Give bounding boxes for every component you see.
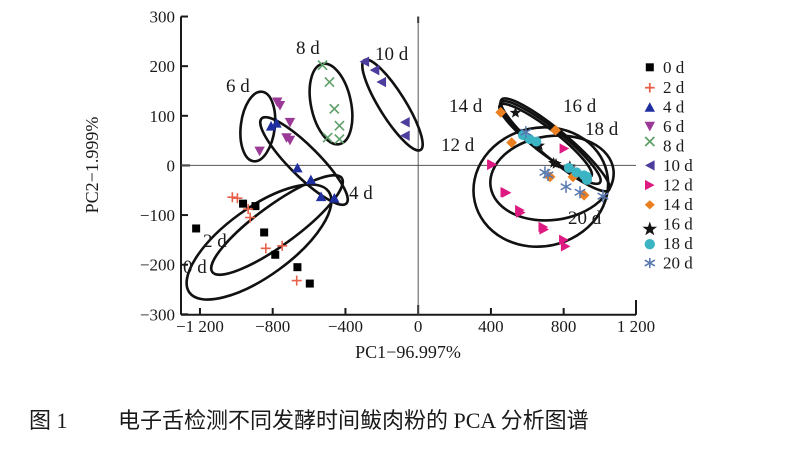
svg-text:0 d: 0 d	[183, 257, 207, 278]
svg-text:−800: −800	[255, 317, 290, 336]
svg-text:14 d: 14 d	[663, 195, 693, 214]
svg-text:1 200: 1 200	[617, 317, 655, 336]
svg-text:300: 300	[150, 8, 176, 27]
svg-text:12 d: 12 d	[663, 176, 693, 195]
svg-text:18 d: 18 d	[585, 119, 619, 140]
svg-text:2 d: 2 d	[663, 78, 685, 97]
svg-text:800: 800	[551, 317, 577, 336]
svg-text:图 1: 图 1	[29, 408, 68, 433]
svg-text:8 d: 8 d	[663, 137, 685, 156]
svg-text:0: 0	[414, 317, 423, 336]
svg-text:−200: −200	[140, 256, 175, 275]
svg-text:100: 100	[150, 107, 176, 126]
svg-text:12 d: 12 d	[441, 135, 475, 156]
svg-text:−100: −100	[140, 206, 175, 225]
svg-text:10 d: 10 d	[375, 44, 409, 65]
svg-text:18 d: 18 d	[663, 234, 693, 253]
svg-text:200: 200	[150, 57, 176, 76]
svg-text:0 d: 0 d	[663, 58, 685, 77]
svg-text:8 d: 8 d	[296, 38, 320, 59]
svg-text:PC2−1.999%: PC2−1.999%	[82, 117, 102, 214]
svg-text:2 d: 2 d	[203, 231, 227, 252]
svg-text:0: 0	[167, 156, 176, 175]
svg-text:4 d: 4 d	[349, 183, 373, 204]
svg-text:400: 400	[478, 317, 504, 336]
svg-text:PC1−96.997%: PC1−96.997%	[355, 342, 461, 362]
svg-text:20 d: 20 d	[568, 208, 602, 229]
svg-text:16 d: 16 d	[663, 215, 693, 234]
svg-text:−400: −400	[328, 317, 363, 336]
svg-text:4 d: 4 d	[663, 98, 685, 117]
svg-text:20 d: 20 d	[663, 254, 693, 273]
svg-text:−1 200: −1 200	[176, 317, 224, 336]
svg-text:−300: −300	[140, 305, 175, 324]
svg-text:电子舌检测不同发酵时间鲅肉粉的 PCA 分析图谱: 电子舌检测不同发酵时间鲅肉粉的 PCA 分析图谱	[118, 408, 589, 433]
svg-text:16 d: 16 d	[563, 96, 597, 117]
svg-text:14 d: 14 d	[449, 96, 483, 117]
svg-text:6 d: 6 d	[663, 117, 685, 136]
svg-text:6 d: 6 d	[226, 76, 250, 97]
svg-text:10 d: 10 d	[663, 156, 693, 175]
